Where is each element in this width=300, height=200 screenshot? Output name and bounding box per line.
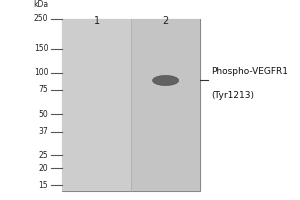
Text: 100: 100 [34, 68, 48, 77]
Text: 25: 25 [39, 151, 48, 160]
Text: Phospho-VEGFR1: Phospho-VEGFR1 [211, 67, 288, 76]
Text: 20: 20 [39, 164, 48, 173]
Bar [62, 19, 200, 191]
Text: kDa: kDa [33, 0, 48, 9]
Text: 50: 50 [39, 110, 48, 119]
Text: 1: 1 [94, 16, 100, 26]
Text: 150: 150 [34, 44, 48, 53]
Ellipse shape [152, 75, 179, 86]
Text: 250: 250 [34, 14, 48, 23]
Text: (Tyr1213): (Tyr1213) [211, 91, 254, 100]
Bar [62, 19, 131, 191]
Bar [131, 19, 200, 191]
Text: 75: 75 [39, 85, 48, 94]
Text: 2: 2 [163, 16, 169, 26]
Text: 15: 15 [39, 181, 48, 190]
Text: 37: 37 [39, 127, 48, 136]
